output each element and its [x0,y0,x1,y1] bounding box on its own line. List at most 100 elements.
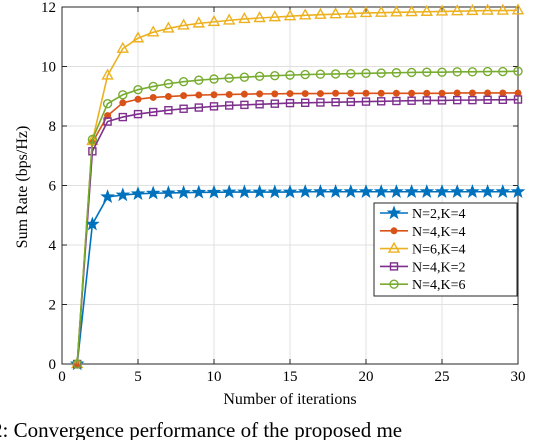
legend-entry: N=4,K=6 [380,278,466,293]
data-point [286,90,294,98]
x-tick-label: 25 [435,369,450,385]
data-point [194,103,204,112]
data-point [254,71,265,82]
data-point [389,279,399,289]
data-point [346,68,356,79]
legend-label: N=4,K=6 [412,278,466,293]
data-point [162,21,175,33]
data-point [499,89,507,97]
data-point [194,75,204,85]
data-point [510,184,526,198]
legend-label: N=2,K=4 [412,207,466,222]
data-point [389,184,404,198]
series-n-2-k-4 [69,184,526,371]
data-point [192,16,205,28]
legend-label: N=6,K=4 [412,243,466,258]
data-point [343,184,359,198]
data-point [483,95,492,105]
y-tick-label: 0 [49,357,57,373]
data-point [267,184,283,199]
y-tick-label: 8 [49,119,57,135]
data-point [513,95,523,104]
data-point [103,117,112,126]
data-point [134,95,142,103]
data-point [223,13,236,25]
y-tick-label: 12 [41,0,56,16]
legend-label: N=4,K=4 [412,225,466,240]
data-point [437,96,447,105]
data-point [390,227,398,235]
data-point [72,359,82,369]
data-point [332,89,340,97]
series-line [76,9,519,365]
data-point [147,25,160,37]
data-point [178,76,189,87]
data-point [513,66,523,76]
data-point [206,184,222,199]
x-tick-label: 30 [511,369,526,385]
data-point [468,89,476,97]
data-point [177,18,190,30]
data-point [328,184,343,198]
data-point [377,97,386,106]
data-point [386,205,402,220]
data-point [315,69,326,79]
data-point [102,98,113,109]
legend-entry: N=4,K=4 [380,225,466,240]
data-point [375,5,388,17]
series-n-4-k-6 [72,66,523,369]
data-point [256,90,264,98]
data-point [301,90,309,98]
data-point [210,91,218,99]
data-point [297,184,313,198]
data-point [131,31,145,43]
data-point [376,68,386,78]
x-tick-label: 0 [58,369,66,385]
data-point [391,68,402,78]
data-point [164,106,173,115]
data-point [331,97,340,107]
data-point [495,184,511,198]
data-point [145,185,161,200]
data-point [389,262,399,271]
data-point [270,99,279,108]
data-point [422,96,431,105]
data-point [358,184,374,198]
data-point [316,90,324,98]
data-point [466,3,479,16]
data-point [282,184,298,199]
data-point [361,97,371,106]
data-point [225,90,233,98]
data-point [253,11,266,23]
data-point [316,98,325,107]
data-point [330,69,341,79]
y-tick-label: 10 [41,60,56,76]
data-point [179,104,188,113]
series-n-6-k-4 [71,3,525,369]
data-point [87,134,98,145]
data-point [300,69,310,80]
data-point [224,101,234,110]
series-group [69,3,526,371]
data-point [407,96,416,105]
data-point [255,100,264,109]
data-point [392,89,400,97]
data-point [240,90,248,98]
data-point [116,41,129,53]
data-point [119,99,127,107]
data-point [180,92,188,100]
data-point [164,93,172,101]
data-point [283,9,297,21]
data-point [496,3,509,15]
series-n-4-k-4 [73,89,522,368]
data-point [435,4,449,16]
data-point [346,97,355,107]
x-axis-label: Number of iterations [223,391,356,408]
line-chart: 0 5 10 15 20 25 30 0 2 4 6 8 10 12 Number of iteratio… [14,0,526,408]
y-tick-label: 6 [49,179,57,195]
data-point [270,71,280,81]
data-point [453,89,461,97]
data-point [285,70,295,80]
legend-entry: N=6,K=4 [380,241,466,258]
data-point [511,3,525,15]
